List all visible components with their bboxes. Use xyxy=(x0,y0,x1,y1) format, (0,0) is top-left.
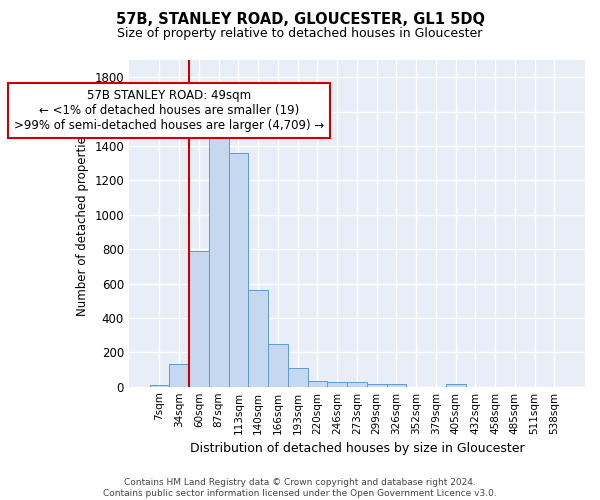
Bar xyxy=(169,364,189,386)
Text: 57B, STANLEY ROAD, GLOUCESTER, GL1 5DQ: 57B, STANLEY ROAD, GLOUCESTER, GL1 5DQ xyxy=(115,12,485,28)
Text: Size of property relative to detached houses in Gloucester: Size of property relative to detached ho… xyxy=(118,28,482,40)
Y-axis label: Number of detached properties: Number of detached properties xyxy=(76,130,89,316)
Bar xyxy=(149,385,169,386)
Bar xyxy=(288,368,308,386)
Bar xyxy=(328,382,347,386)
Bar xyxy=(308,380,328,386)
Bar xyxy=(386,384,406,386)
Text: 57B STANLEY ROAD: 49sqm
← <1% of detached houses are smaller (19)
>99% of semi-d: 57B STANLEY ROAD: 49sqm ← <1% of detache… xyxy=(14,89,325,132)
Bar xyxy=(367,384,386,386)
Bar xyxy=(189,251,209,386)
Bar xyxy=(268,344,288,386)
Bar xyxy=(248,290,268,386)
Bar xyxy=(229,153,248,386)
Text: Contains HM Land Registry data © Crown copyright and database right 2024.
Contai: Contains HM Land Registry data © Crown c… xyxy=(103,478,497,498)
X-axis label: Distribution of detached houses by size in Gloucester: Distribution of detached houses by size … xyxy=(190,442,524,455)
Bar xyxy=(209,136,229,386)
Bar xyxy=(446,384,466,386)
Bar xyxy=(347,382,367,386)
